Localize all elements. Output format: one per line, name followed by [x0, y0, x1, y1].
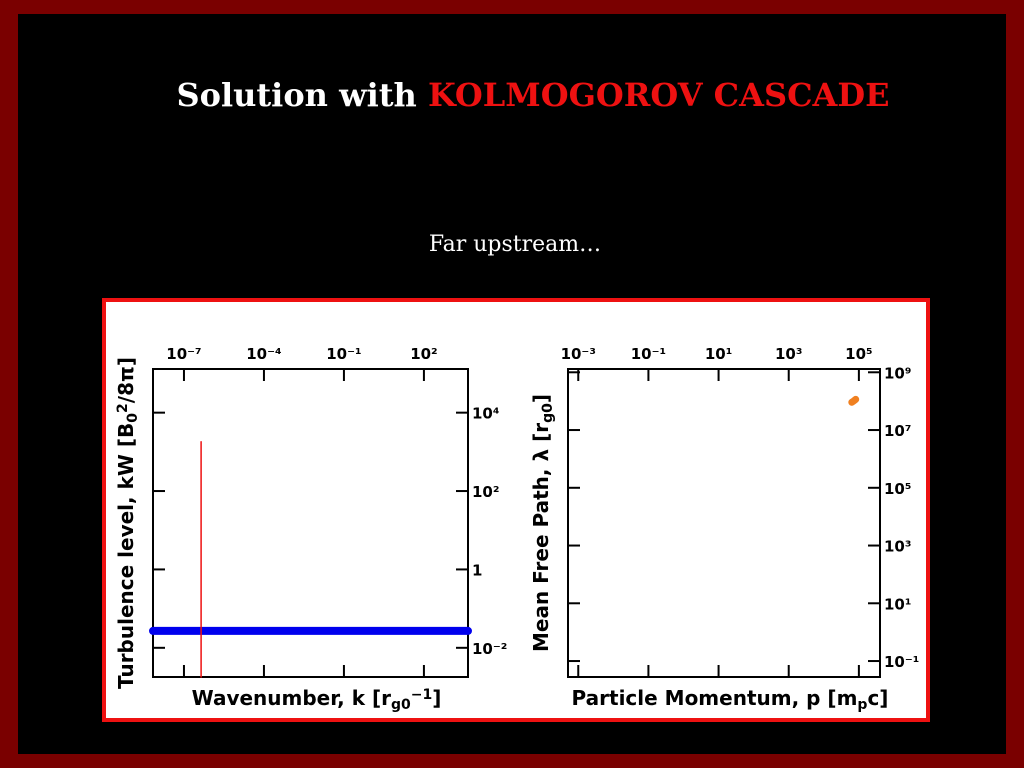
label-segment: ]: [529, 394, 553, 403]
label-segment: Turbulence level, kW [B: [114, 423, 138, 689]
label-segment: 0: [125, 413, 141, 423]
y-tick-label: 10⁻²: [472, 640, 507, 658]
x-tick-label: 10²: [410, 345, 437, 363]
y-tick-label: 10⁵: [884, 480, 911, 498]
y-axis-label: Turbulence level, kW [B02/8π]: [114, 357, 141, 689]
y-tick-label: 1: [472, 561, 482, 579]
y-tick-label: 10²: [472, 483, 499, 501]
slide-subtitle: Far upstream…: [429, 232, 601, 257]
chart: 10⁻⁷ 10⁻⁴ 10⁻¹ 10² 10⁻² 1 10² 10⁴ Wavenumber, k …: [114, 345, 507, 713]
y-axis-label: Mean Free Path, λ [rg0]: [529, 394, 556, 652]
y-tick-label: 10⁴: [472, 405, 499, 423]
y-tick-label: 10⁷: [884, 422, 911, 440]
plot-frame: [567, 368, 881, 678]
label-segment: 2: [115, 403, 131, 413]
x-tick-label: 10⁻¹: [326, 345, 361, 363]
x-axis-label: Wavenumber, k [rg0−1]: [192, 686, 442, 713]
y-tick-label: 10³: [884, 538, 911, 556]
x-axis-label: Particle Momentum, p [mpc]: [572, 686, 889, 713]
label-segment: g0: [540, 403, 556, 423]
label-segment: c]: [867, 686, 888, 710]
x-tick-label: 10¹: [705, 345, 732, 363]
x-tick-label: 10⁻⁷: [166, 345, 201, 363]
x-tick-label: 10⁵: [845, 345, 872, 363]
x-tick-label: 10⁻⁴: [246, 345, 281, 363]
title-segment: KOLMOGOROV CASCADE: [428, 76, 890, 114]
data-line: [848, 395, 860, 406]
y-tick-label: 10⁹: [884, 364, 911, 382]
y-tick-label: 10¹: [884, 595, 911, 613]
chart: 10⁻³ 10⁻¹ 10¹ 10³ 10⁵ 10⁻¹ 10¹ 10³ 10⁵ 10⁷ 10⁹ Part…: [529, 345, 919, 713]
label-segment: g0: [391, 697, 411, 713]
title-segment: Solution with: [177, 76, 428, 114]
plot-frame: [152, 368, 469, 678]
label-segment: Wavenumber, k [r: [192, 686, 392, 710]
label-segment: Particle Momentum, p [m: [572, 686, 858, 710]
x-tick-label: 10³: [775, 345, 802, 363]
x-tick-label: 10⁻¹: [631, 345, 666, 363]
label-segment: ]: [432, 686, 441, 710]
y-tick-label: 10⁻¹: [884, 653, 919, 671]
label-segment: Mean Free Path, λ [r: [529, 423, 553, 652]
label-segment: −1: [411, 687, 432, 703]
label-segment: p: [857, 697, 867, 713]
figure-panel: [102, 298, 930, 722]
slide-title: Solution with KOLMOGOROV CASCADE: [177, 76, 890, 114]
x-tick-label: 10⁻³: [561, 345, 596, 363]
label-segment: /8π]: [114, 357, 138, 403]
